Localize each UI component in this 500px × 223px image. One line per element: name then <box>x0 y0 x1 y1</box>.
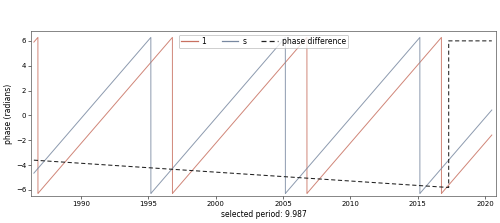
X-axis label: selected period: 9.987: selected period: 9.987 <box>220 210 306 219</box>
Legend: 1, s, phase difference: 1, s, phase difference <box>178 35 348 48</box>
Y-axis label: phase (radians): phase (radians) <box>4 83 13 144</box>
